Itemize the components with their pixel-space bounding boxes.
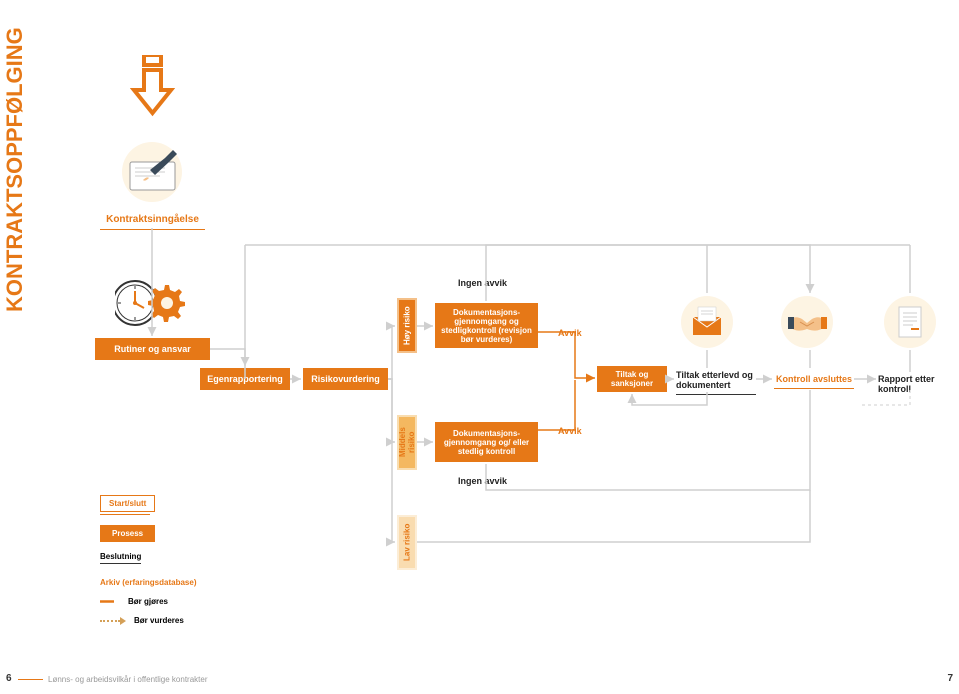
doc-review-high-box: Dokumentasjons-gjennomgang og stedligkon… <box>435 303 538 348</box>
document-icon <box>883 295 938 350</box>
mid-risk-tab: Middels risiko <box>397 415 417 470</box>
no-deviation-top-label: Ingen avvik <box>458 278 507 288</box>
high-risk-tab: Høy risiko <box>397 298 417 353</box>
legend-process: Prosess <box>100 525 155 542</box>
footer-text: Lønns- og arbeidsvilkår i offentlige kon… <box>48 675 208 684</box>
page-number-left: 6 <box>6 673 12 684</box>
legend-start: Start/slutt <box>100 495 155 512</box>
report-label: Rapport etter kontroll <box>878 374 958 394</box>
contract-signing-icon <box>105 140 200 205</box>
footer-line-icon <box>18 679 43 680</box>
doc-review-mid-box: Dokumentasjons-gjennomgang og/ eller ste… <box>435 422 538 462</box>
envelope-icon <box>680 295 735 350</box>
deviation-top-label: Avvik <box>558 328 582 338</box>
down-arrow-icon <box>130 55 175 120</box>
low-risk-tab: Lav risiko <box>397 515 417 570</box>
risk-assess-box: Risikovurdering <box>303 368 388 390</box>
solid-arrow-icon <box>100 598 120 606</box>
compliance-label: Tiltak etterlevd og dokumentert <box>676 370 756 395</box>
routines-box: Rutiner og ansvar <box>95 338 210 360</box>
handshake-icon <box>780 295 835 350</box>
legend-must: Bør gjøres <box>128 597 168 606</box>
gear-clock-icon <box>115 275 190 335</box>
vertical-page-title: KONTRAKTSOPPFØLGING <box>0 0 30 340</box>
no-deviation-bottom-label: Ingen avvik <box>458 476 507 486</box>
measures-box: Tiltak og sanksjoner <box>597 366 667 392</box>
control-closed-label: Kontroll avsluttes <box>774 370 854 389</box>
dotted-arrow-icon <box>100 620 120 622</box>
legend-archive: Arkiv (erfaringsdatabase) <box>100 578 196 587</box>
self-report-box: Egenrapportering <box>200 368 290 390</box>
contract-signing-label: Kontraktsinngåelse <box>100 210 205 230</box>
deviation-mid-label: Avvik <box>558 426 582 436</box>
legend: Start/slutt Prosess Beslutning Arkiv (er… <box>100 495 230 635</box>
legend-should: Bør vurderes <box>134 616 184 625</box>
legend-decision: Beslutning <box>100 552 141 564</box>
page-number-right: 7 <box>947 673 953 684</box>
